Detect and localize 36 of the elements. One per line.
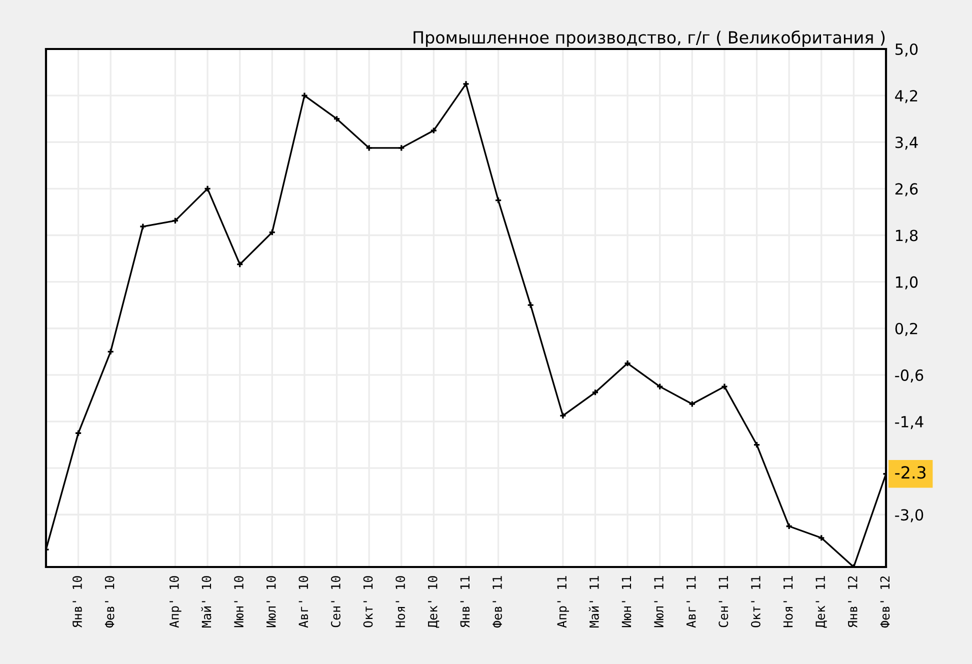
x-tick-label: Июл' 11 <box>654 576 664 628</box>
y-tick-label: -3,0 <box>895 509 924 522</box>
x-tick-label: Янв' 12 <box>848 576 858 628</box>
x-tick-label: Авг' 11 <box>686 576 696 628</box>
x-tick-label: Фев' 12 <box>880 576 890 628</box>
x-tick-label: Фев' 10 <box>104 576 114 628</box>
y-tick-label: 2,6 <box>895 183 918 196</box>
x-tick-label: Ноя' 10 <box>396 576 406 628</box>
x-tick-label: Ноя' 11 <box>783 576 793 628</box>
x-tick-label: Сен' 11 <box>718 576 728 628</box>
x-tick-label: Фев' 11 <box>492 576 502 628</box>
x-tick-label: Май' 11 <box>588 576 599 628</box>
annotation: -2.3 <box>895 466 926 479</box>
x-tick-label: Дек' 10 <box>428 576 440 628</box>
y-tick-label: 3,4 <box>896 136 918 150</box>
y-tick-label: 1,0 <box>896 276 918 290</box>
x-tick-label: Июл' 10 <box>266 576 276 628</box>
x-tick-label: Апр' 10 <box>169 576 182 628</box>
x-tick-label: Май' 10 <box>201 576 212 628</box>
y-tick-label: 1,8 <box>896 230 918 243</box>
y-tick-label: -0,6 <box>895 369 924 383</box>
x-tick-label: Янв' 10 <box>72 576 82 628</box>
x-tick-label: Авг' 10 <box>298 576 308 628</box>
x-tick-label: Сен' 10 <box>330 576 340 628</box>
y-tick-label: -1,4 <box>895 416 924 430</box>
y-tick-label: 0,2 <box>895 322 918 336</box>
x-tick-label: Дек' 11 <box>816 576 827 628</box>
x-tick-label: Окт' 11 <box>750 576 760 628</box>
x-tick-label: Окт' 10 <box>363 576 373 628</box>
y-tick-label: 4,2 <box>895 90 918 104</box>
y-tick-label: 5,0 <box>896 43 918 57</box>
x-tick-label: Июн' 11 <box>622 576 632 628</box>
x-tick-label: Янв' 11 <box>460 576 470 628</box>
chart-title: Промышленное производство, г/г ( Великобритания ) <box>414 30 885 47</box>
x-tick-label: Апр' 11 <box>557 576 570 628</box>
x-tick-label: Июн' 10 <box>234 576 244 628</box>
